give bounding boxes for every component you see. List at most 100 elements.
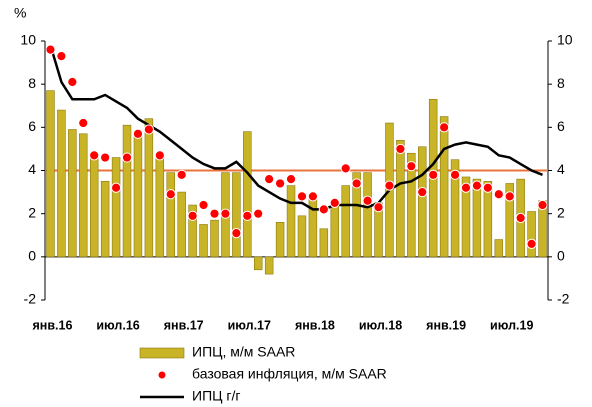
dot xyxy=(154,150,165,161)
bar xyxy=(79,133,88,258)
dot xyxy=(274,178,286,189)
legend-label: ИПЦ, м/м SAAR xyxy=(192,344,295,360)
bar xyxy=(243,131,252,258)
bar xyxy=(57,109,66,258)
x-tick-label: янв.18 xyxy=(295,318,335,332)
dot xyxy=(373,202,384,213)
dot xyxy=(296,191,308,202)
legend-swatch xyxy=(139,347,185,359)
x-tick-label: июл.18 xyxy=(359,318,402,332)
bar xyxy=(330,200,340,258)
y2-tick-label: 2 xyxy=(557,204,565,220)
bar xyxy=(396,139,405,258)
bar xyxy=(483,180,493,258)
dot xyxy=(285,174,297,185)
dot xyxy=(264,174,275,185)
dot xyxy=(176,169,187,180)
y2-tick-label: 10 xyxy=(557,32,573,48)
bar xyxy=(89,157,99,258)
bar xyxy=(264,256,274,275)
dot xyxy=(67,76,78,88)
bar xyxy=(450,159,460,258)
bar xyxy=(122,124,132,258)
y-unit: % xyxy=(14,5,26,21)
bar xyxy=(188,204,197,258)
y2-tick-label: 6 xyxy=(557,118,565,134)
x-tick-label: янв.19 xyxy=(426,318,466,332)
y-tick-label: 6 xyxy=(28,118,36,134)
dot xyxy=(417,186,428,198)
dot xyxy=(406,161,417,172)
bar xyxy=(100,180,110,258)
legend-label: базовая инфляция, м/м SAAR xyxy=(192,366,387,382)
bar xyxy=(472,178,482,258)
dot xyxy=(209,208,220,219)
bar xyxy=(111,157,121,258)
y-tick-label: 10 xyxy=(20,32,36,48)
dot xyxy=(428,169,439,180)
bar xyxy=(461,176,471,258)
dot xyxy=(493,189,504,200)
dot xyxy=(121,152,133,163)
y-tick-label: 8 xyxy=(28,75,36,91)
bar xyxy=(286,185,296,258)
bar xyxy=(177,191,186,258)
bar xyxy=(275,222,285,258)
y2-tick-label: 4 xyxy=(557,161,565,177)
bar xyxy=(418,146,427,258)
y2-tick-label: 8 xyxy=(557,75,565,91)
y-tick-label: 2 xyxy=(28,204,36,220)
bar xyxy=(363,172,372,258)
dot xyxy=(89,150,100,161)
bar xyxy=(199,224,208,258)
bar xyxy=(232,172,241,258)
bar xyxy=(68,129,77,258)
bar xyxy=(297,215,307,258)
bar xyxy=(46,90,55,258)
x-tick-label: янв.16 xyxy=(33,318,73,332)
bar xyxy=(253,256,263,271)
dot xyxy=(351,178,362,189)
dot xyxy=(307,191,319,202)
dot xyxy=(318,204,329,215)
y2-tick-label: -2 xyxy=(557,291,570,307)
dot xyxy=(56,51,67,62)
bar xyxy=(341,185,350,258)
x-tick-label: июл.17 xyxy=(228,318,271,332)
bar xyxy=(527,211,536,258)
bar xyxy=(166,172,175,258)
y-tick-label: 4 xyxy=(28,161,36,177)
y-tick-label: 0 xyxy=(28,248,36,264)
dot xyxy=(45,44,56,55)
bar xyxy=(505,183,514,258)
x-tick-label: июл.16 xyxy=(96,318,139,332)
dot xyxy=(143,124,154,135)
bar xyxy=(155,157,165,258)
bar xyxy=(308,196,318,258)
dot xyxy=(482,182,493,193)
dot xyxy=(78,117,89,129)
dot xyxy=(384,180,395,191)
dot xyxy=(340,163,351,174)
legend-label: ИПЦ г/г xyxy=(192,388,240,404)
bar xyxy=(319,228,329,258)
dot xyxy=(515,212,526,224)
dot xyxy=(165,189,176,200)
y-tick-label: -2 xyxy=(24,291,37,307)
bar xyxy=(439,116,449,258)
bar xyxy=(494,239,504,258)
dot xyxy=(100,152,111,163)
y2-tick-label: 0 xyxy=(557,248,565,264)
dot xyxy=(395,143,406,155)
dot xyxy=(439,122,450,133)
dot xyxy=(242,210,253,221)
dot xyxy=(537,199,548,211)
x-tick-label: янв.17 xyxy=(164,318,204,332)
dot xyxy=(110,182,122,193)
legend-swatch xyxy=(158,371,166,379)
dot xyxy=(526,238,537,249)
dot xyxy=(504,191,515,202)
bar xyxy=(133,131,143,258)
